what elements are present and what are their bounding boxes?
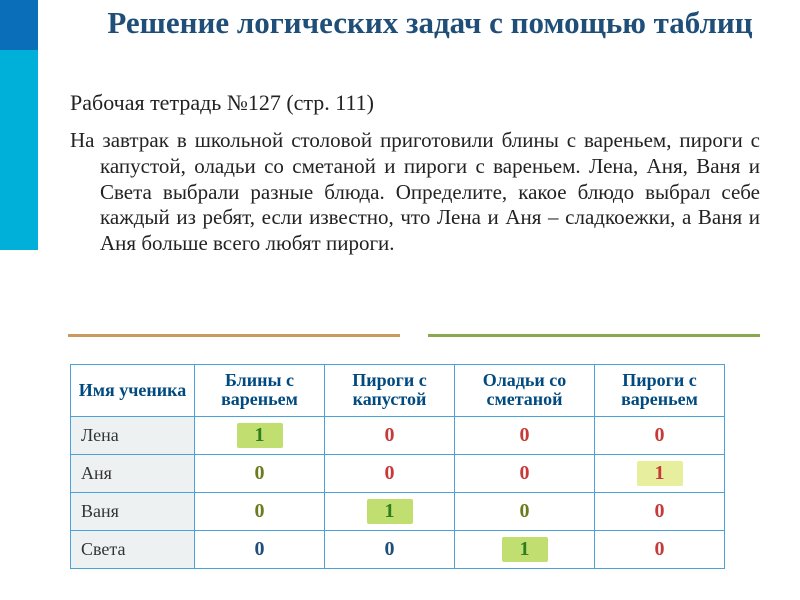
row-name: Света	[71, 530, 195, 568]
cell-value: 0	[367, 423, 413, 448]
table-row: Ваня 0 1 0 0	[71, 492, 725, 530]
row-name: Аня	[71, 454, 195, 492]
cell-value: 0	[637, 537, 683, 562]
table-cell: 0	[455, 454, 595, 492]
col-header-pirogi-varenie: Пироги с вареньем	[595, 365, 725, 417]
accent-bar-teal	[0, 50, 38, 250]
cell-value: 0	[237, 537, 283, 562]
accent-bar-top	[0, 0, 38, 50]
cell-value: 0	[367, 537, 413, 562]
col-header-oladi: Оладьи со сметаной	[455, 365, 595, 417]
cell-value: 1	[502, 537, 548, 562]
table-cell: 0	[595, 530, 725, 568]
col-header-name: Имя ученика	[71, 365, 195, 417]
table-cell: 0	[325, 454, 455, 492]
logic-table: Имя ученика Блины с вареньем Пироги с ка…	[70, 364, 725, 569]
table-cell: 0	[595, 416, 725, 454]
table-cell: 0	[595, 492, 725, 530]
slide: Решение логических задач с помощью табли…	[0, 0, 800, 600]
table-body: Лена 1 0 0 0 Аня 0 0 0 1 Ваня 0 1 0 0 Света 0 0 1 0	[71, 416, 725, 568]
table-cell: 0	[455, 492, 595, 530]
cell-value: 0	[367, 461, 413, 486]
cell-value: 0	[502, 423, 548, 448]
table-cell: 0	[195, 492, 325, 530]
row-name: Ваня	[71, 492, 195, 530]
table-cell: 0	[325, 416, 455, 454]
table-cell: 0	[195, 530, 325, 568]
table-cell: 1	[325, 492, 455, 530]
cell-value: 1	[237, 423, 283, 448]
table-cell: 0	[195, 454, 325, 492]
cell-value: 0	[502, 461, 548, 486]
cell-value: 0	[502, 499, 548, 524]
divider-right	[428, 334, 760, 337]
cell-value: 0	[637, 423, 683, 448]
page-title: Решение логических задач с помощью табли…	[80, 6, 780, 41]
table-row: Аня 0 0 0 1	[71, 454, 725, 492]
row-name: Лена	[71, 416, 195, 454]
col-header-pirogi-kapusta: Пироги с капустой	[325, 365, 455, 417]
table-cell: 0	[325, 530, 455, 568]
table-row: Света 0 0 1 0	[71, 530, 725, 568]
cell-value: 1	[367, 499, 413, 524]
table-header-row: Имя ученика Блины с вареньем Пироги с ка…	[71, 365, 725, 417]
cell-value: 0	[637, 499, 683, 524]
table-cell: 1	[455, 530, 595, 568]
problem-text: На завтрак в школьной столовой приготови…	[70, 128, 760, 257]
cell-value: 1	[637, 461, 683, 486]
divider-left	[68, 334, 400, 337]
table-row: Лена 1 0 0 0	[71, 416, 725, 454]
divider-row	[68, 334, 760, 337]
cell-value: 0	[237, 461, 283, 486]
col-header-bliny: Блины с вареньем	[195, 365, 325, 417]
table-cell: 0	[455, 416, 595, 454]
table-cell: 1	[595, 454, 725, 492]
table-cell: 1	[195, 416, 325, 454]
cell-value: 0	[237, 499, 283, 524]
workbook-reference: Рабочая тетрадь №127 (стр. 111)	[70, 90, 770, 116]
